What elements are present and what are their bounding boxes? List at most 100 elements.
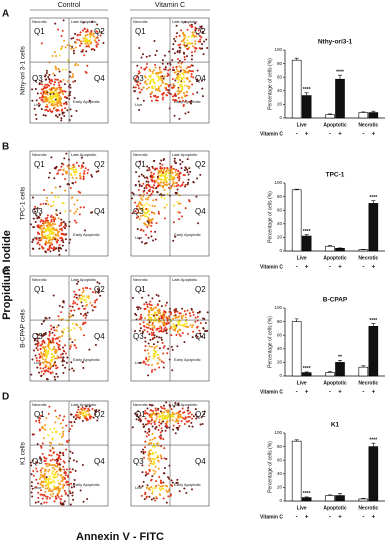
cell-dot xyxy=(191,58,193,60)
cell-dot xyxy=(149,453,151,455)
cell-dot xyxy=(174,158,176,160)
cell-dot xyxy=(64,178,66,180)
cell-dot xyxy=(49,96,51,98)
cell-dot xyxy=(177,70,179,72)
cell-dot xyxy=(152,452,154,454)
cell-dot xyxy=(102,42,104,44)
treatment-sign: + xyxy=(305,265,309,271)
cell-dot xyxy=(141,174,143,176)
cell-dot xyxy=(166,181,168,183)
cell-dot xyxy=(85,167,87,169)
cell-dot xyxy=(160,489,162,491)
quadrant-label: Necrotic xyxy=(32,277,47,282)
cell-dot xyxy=(140,229,142,231)
cell-dot xyxy=(77,409,79,411)
panel-letter: C xyxy=(2,267,9,278)
cell-dot xyxy=(144,337,146,339)
cell-dot xyxy=(193,314,195,316)
cell-dot xyxy=(83,409,85,411)
cell-dot xyxy=(156,345,158,347)
cell-dot xyxy=(67,495,69,497)
cell-dot xyxy=(66,109,68,111)
cell-dot xyxy=(160,182,162,184)
cell-dot xyxy=(178,179,180,181)
cell-dot xyxy=(159,415,161,417)
quadrant-name: Q4 xyxy=(195,332,206,341)
cell-dot xyxy=(85,313,87,315)
cell-dot xyxy=(88,413,90,415)
cell-dot xyxy=(59,443,61,445)
cell-dot xyxy=(44,478,46,480)
cell-dot xyxy=(197,222,199,224)
cell-dot xyxy=(44,90,46,92)
treatment-sign: - xyxy=(329,390,331,396)
cell-dot xyxy=(159,325,161,327)
cell-dot xyxy=(43,475,45,477)
cell-dot xyxy=(52,467,54,469)
cell-dot xyxy=(82,30,84,32)
cell-dot xyxy=(153,470,155,472)
cell-dot xyxy=(79,45,81,47)
cell-dot xyxy=(160,320,162,322)
cell-dot xyxy=(177,427,179,429)
cell-dot xyxy=(75,110,77,112)
cell-dot xyxy=(171,346,173,348)
cell-dot xyxy=(75,211,77,213)
cell-dot xyxy=(54,196,56,198)
cell-dot xyxy=(145,345,147,347)
cell-dot xyxy=(148,434,150,436)
cell-dot xyxy=(153,473,155,475)
cell-dot xyxy=(37,242,39,244)
cell-dot xyxy=(160,179,162,181)
cell-dot xyxy=(144,215,146,217)
cell-dot xyxy=(194,50,196,52)
cell-dot xyxy=(44,473,46,475)
cell-dot xyxy=(82,367,84,369)
y-axis-title: Percentage of cells (%) xyxy=(267,316,273,368)
cell-dot xyxy=(65,352,67,354)
cell-dot xyxy=(151,222,153,224)
cell-dot xyxy=(166,332,168,334)
cell-dot xyxy=(39,429,41,431)
cell-dot xyxy=(154,64,156,66)
cell-dot xyxy=(52,448,54,450)
cell-dot xyxy=(50,79,52,81)
cell-dot xyxy=(77,308,79,310)
cell-dot xyxy=(35,467,37,469)
cell-dot xyxy=(76,39,78,41)
cell-dot xyxy=(181,308,183,310)
cell-dot xyxy=(157,172,159,174)
cell-dot xyxy=(146,83,148,85)
cell-dot xyxy=(141,471,143,473)
cell-dot xyxy=(134,313,136,315)
treatment-sign: + xyxy=(305,390,309,396)
cell-dot xyxy=(88,295,90,297)
cell-dot xyxy=(149,469,151,471)
cell-dot xyxy=(161,196,163,198)
cell-dot xyxy=(54,81,56,83)
cell-dot xyxy=(156,417,158,419)
cell-dot xyxy=(57,479,59,481)
cell-dot xyxy=(62,433,64,435)
cell-dot xyxy=(177,58,179,60)
cell-dot xyxy=(151,219,153,221)
cell-dot xyxy=(52,55,54,57)
cell-dot xyxy=(150,317,152,319)
cell-dot xyxy=(69,305,71,307)
cell-dot xyxy=(94,302,96,304)
cell-dot xyxy=(179,52,181,54)
y-tick-label: 20 xyxy=(277,485,283,490)
cell-dot xyxy=(188,174,190,176)
cell-dot xyxy=(55,338,57,340)
cell-dot xyxy=(70,471,72,473)
cell-dot xyxy=(57,239,59,241)
cell-dot xyxy=(51,431,53,433)
cell-dot xyxy=(202,423,204,425)
cell-dot xyxy=(186,55,188,57)
cell-dot xyxy=(177,429,179,431)
y-tick-label: 60 xyxy=(277,74,283,79)
cell-dot xyxy=(149,328,151,330)
cell-dot xyxy=(83,28,85,30)
cell-dot xyxy=(61,163,63,165)
cell-dot xyxy=(159,437,161,439)
